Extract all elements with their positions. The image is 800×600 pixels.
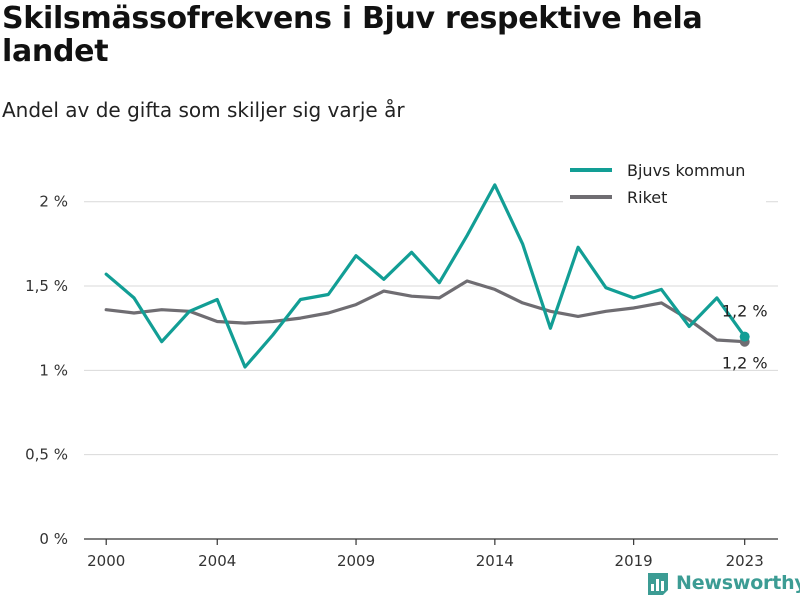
bar-chart-icon [648, 573, 668, 595]
y-axis-tick-labels: 0 % 0,5 % 1 % 1,5 % 2 % [25, 193, 68, 548]
y-tick-label: 0,5 % [25, 446, 68, 464]
x-tick-label: 2000 [87, 552, 125, 570]
x-tick-label: 2014 [476, 552, 514, 570]
end-labels: 1,2 % 1,2 % [722, 302, 768, 373]
y-tick-label: 2 % [39, 193, 68, 211]
logo-text: Newsworthy [676, 572, 800, 594]
end-label-bjuv: 1,2 % [722, 302, 768, 321]
legend-background [563, 157, 766, 211]
x-axis: 2000 2004 2009 2014 2019 2023 [84, 538, 778, 570]
legend-label-riket: Riket [627, 188, 667, 207]
y-tick-label: 1 % [39, 361, 68, 379]
end-point-bjuv [739, 331, 750, 342]
chart-title: Skilsmässofrekvens i Bjuv respektive hel… [2, 1, 703, 69]
y-tick-label: 1,5 % [25, 277, 68, 295]
series-lines [104, 183, 750, 369]
x-tick-label: 2004 [198, 552, 236, 570]
legend-label-bjuv: Bjuvs kommun [627, 161, 745, 180]
legend: Bjuvs kommun Riket [563, 157, 766, 211]
y-tick-label: 0 % [39, 530, 68, 548]
chart-subtitle: Andel av de gifta som skiljer sig varje … [2, 98, 405, 122]
grid-lines [84, 201, 778, 456]
end-label-riket: 1,2 % [722, 354, 768, 373]
series-line-riket [104, 279, 747, 344]
x-tick-label: 2023 [726, 552, 764, 570]
newsworthy-logo: Newsworthy [646, 568, 800, 598]
series-line-bjuv [104, 183, 747, 369]
x-tick-label: 2019 [615, 552, 653, 570]
x-tick-label: 2009 [337, 552, 375, 570]
